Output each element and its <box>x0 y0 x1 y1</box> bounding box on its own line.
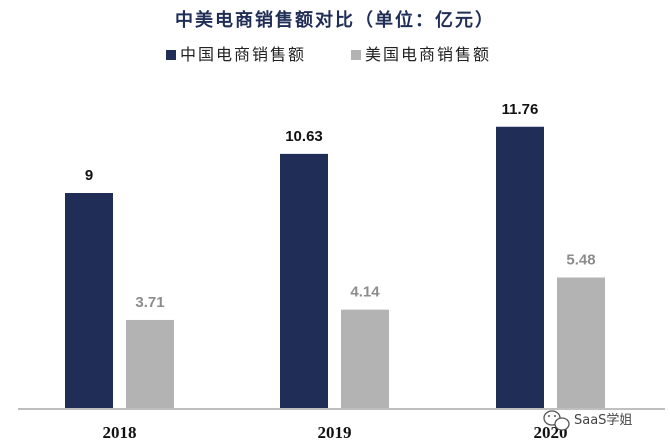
bars-group <box>65 126 605 409</box>
x-tick-label-2018: 2018 <box>103 423 137 442</box>
x-axis-tick-labels: 2018 2019 2020 <box>103 423 568 442</box>
legend: 中国电商销售额 美国电商销售额 <box>166 45 491 64</box>
value-label-usa-2020: 5.48 <box>566 251 595 268</box>
value-label-china-2018: 9 <box>85 167 93 184</box>
value-labels-group: 9 3.71 10.63 4.14 11.76 5.48 <box>85 101 596 311</box>
legend-swatch-china <box>166 50 176 60</box>
legend-label-usa: 美国电商销售额 <box>365 45 491 64</box>
bar-usa-2018 <box>126 319 174 409</box>
bar-usa-2020 <box>557 277 605 409</box>
bar-usa-2019 <box>341 309 389 409</box>
value-label-china-2020: 11.76 <box>502 101 539 118</box>
value-label-usa-2019: 4.14 <box>350 284 380 301</box>
wechat-logo-icon <box>543 410 570 431</box>
x-tick-label-2019: 2019 <box>318 423 352 442</box>
legend-label-china: 中国电商销售额 <box>180 45 306 64</box>
legend-swatch-usa <box>351 50 361 60</box>
watermark: SaaS学姐 <box>543 410 632 431</box>
bar-china-2020 <box>496 126 544 409</box>
bar-china-2019 <box>280 153 328 409</box>
value-label-china-2019: 10.63 <box>285 128 323 145</box>
bar-china-2018 <box>65 193 113 409</box>
watermark-text: SaaS学姐 <box>574 412 632 428</box>
value-label-usa-2018: 3.71 <box>135 294 164 311</box>
chart-title: 中美电商销售额对比（单位：亿元） <box>175 9 495 31</box>
